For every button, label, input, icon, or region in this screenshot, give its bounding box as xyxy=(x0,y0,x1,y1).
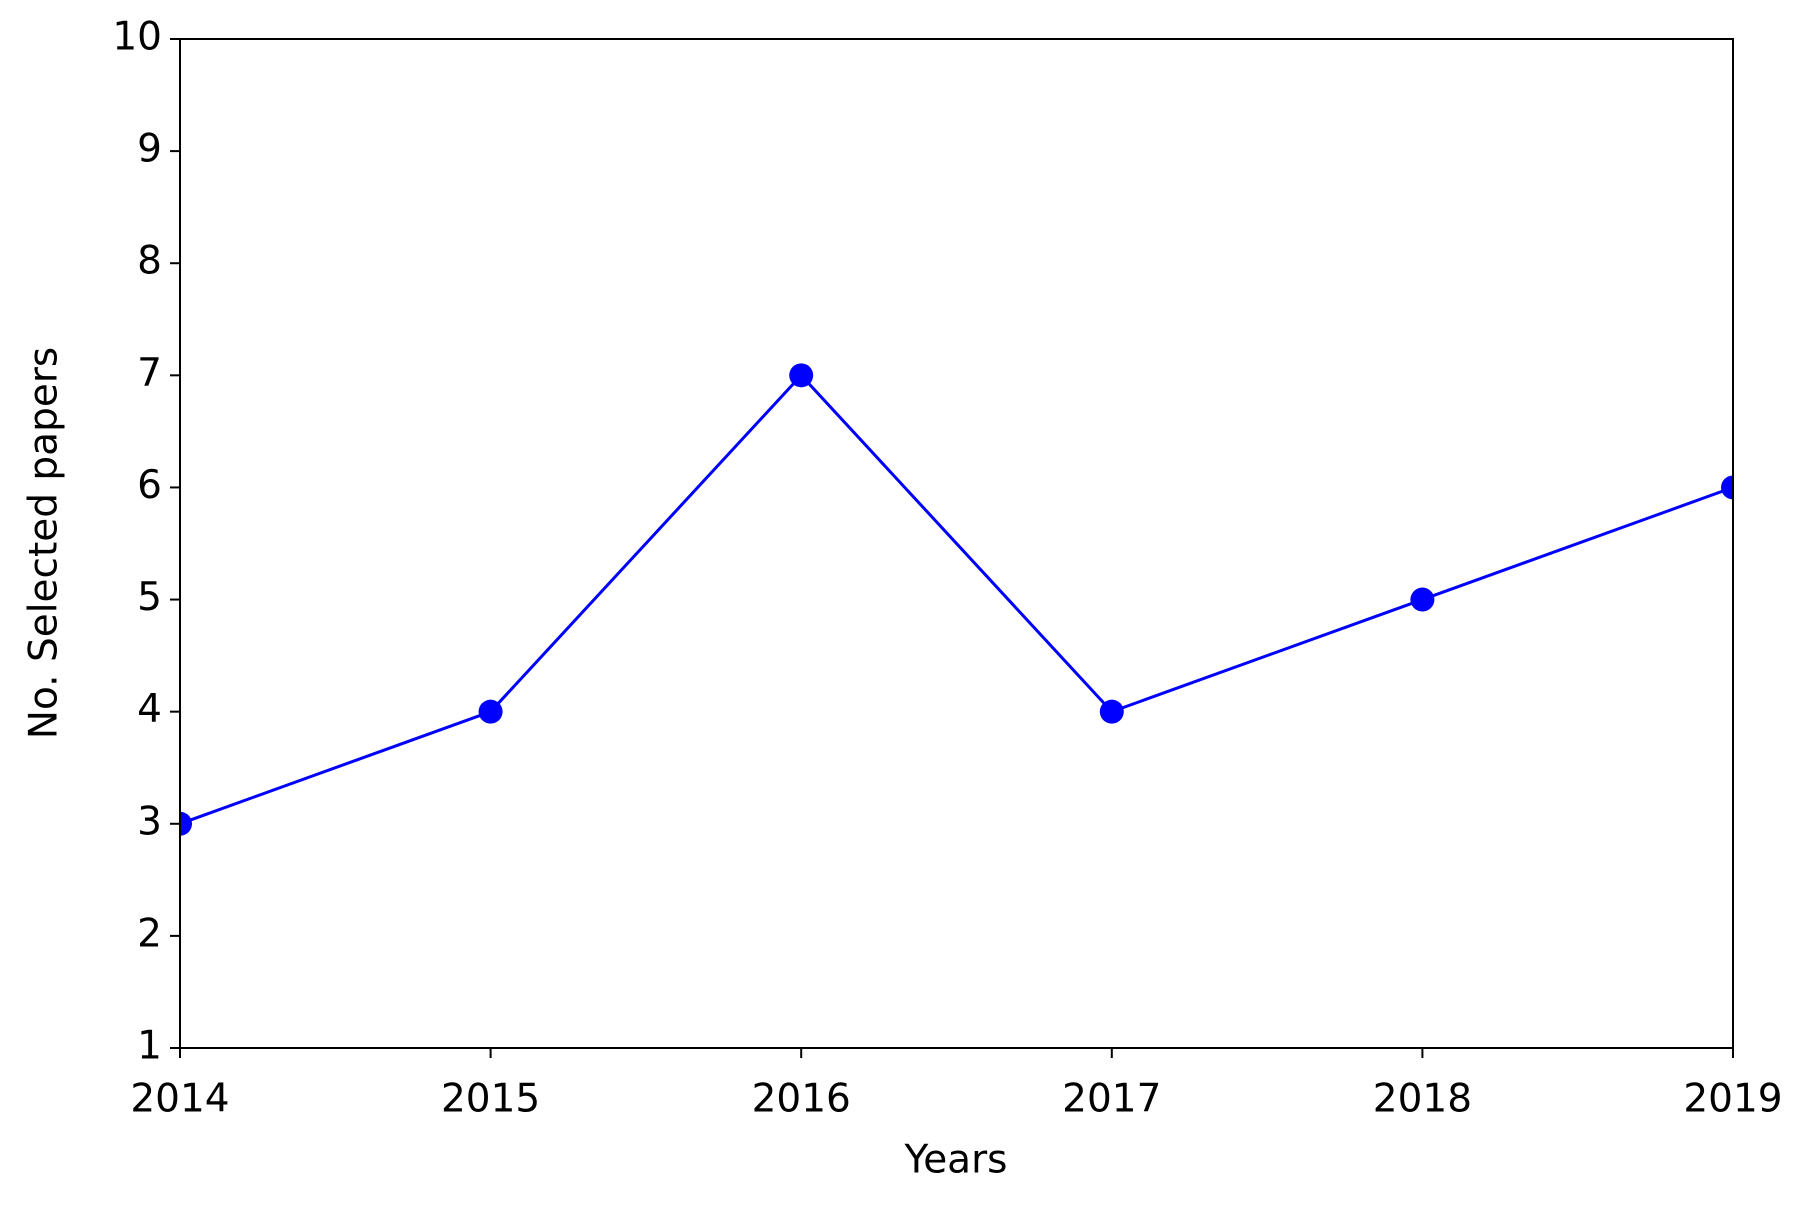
x-axis-label: Years xyxy=(904,1138,1008,1183)
marker xyxy=(478,699,503,724)
x-tick-label: 2019 xyxy=(1683,1077,1782,1122)
y-tick-label: 7 xyxy=(137,351,162,396)
marker xyxy=(180,811,192,836)
line xyxy=(180,373,1733,826)
marker xyxy=(1721,475,1733,500)
y-axis-label: No. Selected papers xyxy=(22,347,67,739)
y-tick-label: 4 xyxy=(137,687,162,732)
x-tick-label: 2015 xyxy=(441,1077,540,1122)
y-tick-label: 3 xyxy=(137,799,162,844)
y-tick-label: 6 xyxy=(137,463,162,508)
y-tick-label: 8 xyxy=(137,239,162,284)
x-tick-label: 2017 xyxy=(1062,1077,1161,1122)
x-tick-label: 2014 xyxy=(130,1077,229,1122)
plot-frame xyxy=(179,38,1734,1049)
y-tick-label: 1 xyxy=(137,1024,162,1069)
marker xyxy=(1410,587,1435,612)
marker xyxy=(789,363,814,388)
marker xyxy=(1099,699,1124,724)
y-tick-label: 10 xyxy=(112,15,162,60)
x-tick-label: 2018 xyxy=(1373,1077,1472,1122)
x-tick-label: 2016 xyxy=(752,1077,851,1122)
y-tick-label: 9 xyxy=(137,127,162,172)
y-tick-label: 5 xyxy=(137,575,162,620)
y-tick-label: 2 xyxy=(137,911,162,956)
